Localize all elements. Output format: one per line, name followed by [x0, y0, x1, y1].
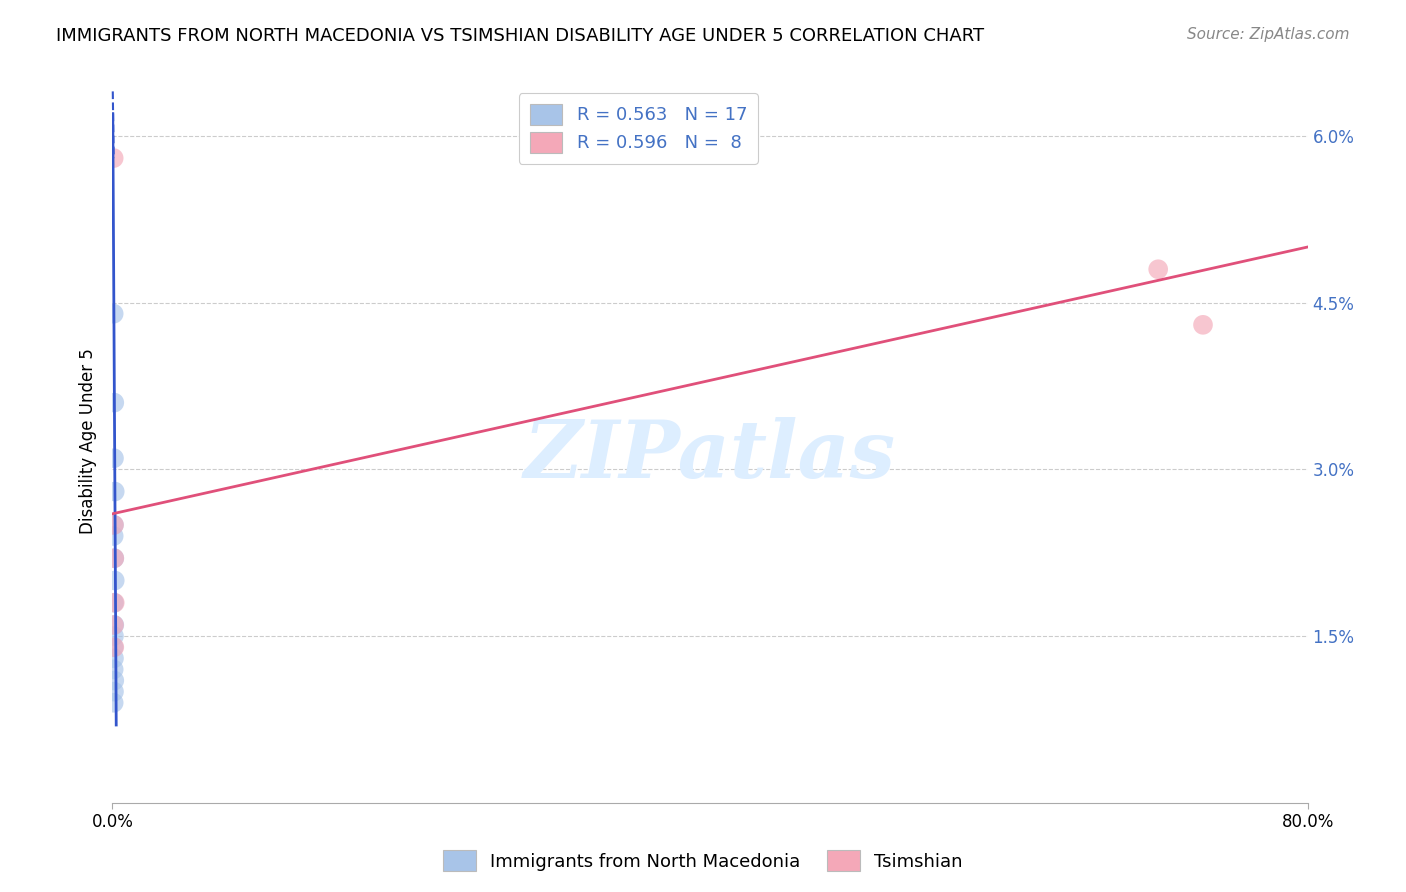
Point	[103, 451, 125, 466]
Point	[103, 640, 125, 655]
Point	[103, 684, 125, 698]
Point	[103, 517, 125, 532]
Point	[103, 673, 125, 688]
Legend: R = 0.563   N = 17, R = 0.596   N =  8: R = 0.563 N = 17, R = 0.596 N = 8	[519, 93, 758, 163]
Y-axis label: Disability Age Under 5: Disability Age Under 5	[79, 349, 97, 534]
Point	[103, 596, 125, 610]
Point	[104, 484, 127, 499]
Point	[103, 629, 125, 643]
Point	[1147, 262, 1170, 277]
Point	[103, 307, 125, 321]
Point	[103, 395, 125, 409]
Point	[104, 574, 127, 588]
Point	[103, 551, 125, 566]
Point	[103, 151, 125, 165]
Point	[103, 640, 125, 655]
Point	[103, 696, 125, 710]
Point	[1192, 318, 1215, 332]
Point	[104, 596, 127, 610]
Legend: Immigrants from North Macedonia, Tsimshian: Immigrants from North Macedonia, Tsimshi…	[436, 843, 970, 879]
Text: IMMIGRANTS FROM NORTH MACEDONIA VS TSIMSHIAN DISABILITY AGE UNDER 5 CORRELATION : IMMIGRANTS FROM NORTH MACEDONIA VS TSIMS…	[56, 27, 984, 45]
Point	[103, 651, 125, 665]
Point	[103, 551, 125, 566]
Point	[103, 618, 125, 632]
Point	[103, 618, 125, 632]
Point	[103, 517, 125, 532]
Point	[103, 529, 125, 543]
Point	[103, 662, 125, 676]
Text: ZIPatlas: ZIPatlas	[524, 417, 896, 495]
Text: Source: ZipAtlas.com: Source: ZipAtlas.com	[1187, 27, 1350, 42]
